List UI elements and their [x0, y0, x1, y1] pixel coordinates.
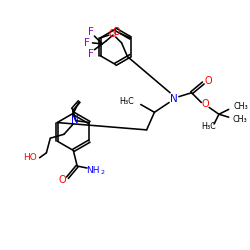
Text: N: N — [170, 94, 178, 104]
Text: O: O — [112, 27, 120, 37]
Text: N: N — [71, 114, 78, 124]
Text: F: F — [88, 49, 94, 59]
Text: O: O — [202, 100, 209, 110]
Text: CH₃: CH₃ — [234, 102, 248, 111]
Text: F: F — [88, 27, 94, 37]
Text: 2: 2 — [101, 170, 105, 175]
Text: O: O — [204, 76, 212, 86]
Text: F: F — [84, 38, 89, 48]
Text: H₃C: H₃C — [120, 97, 134, 106]
Text: O: O — [59, 175, 66, 185]
Text: CH₃: CH₃ — [232, 115, 247, 124]
Text: H₃C: H₃C — [201, 122, 216, 132]
Text: NH: NH — [86, 166, 100, 175]
Text: HO: HO — [23, 153, 36, 162]
Text: O: O — [109, 29, 116, 39]
